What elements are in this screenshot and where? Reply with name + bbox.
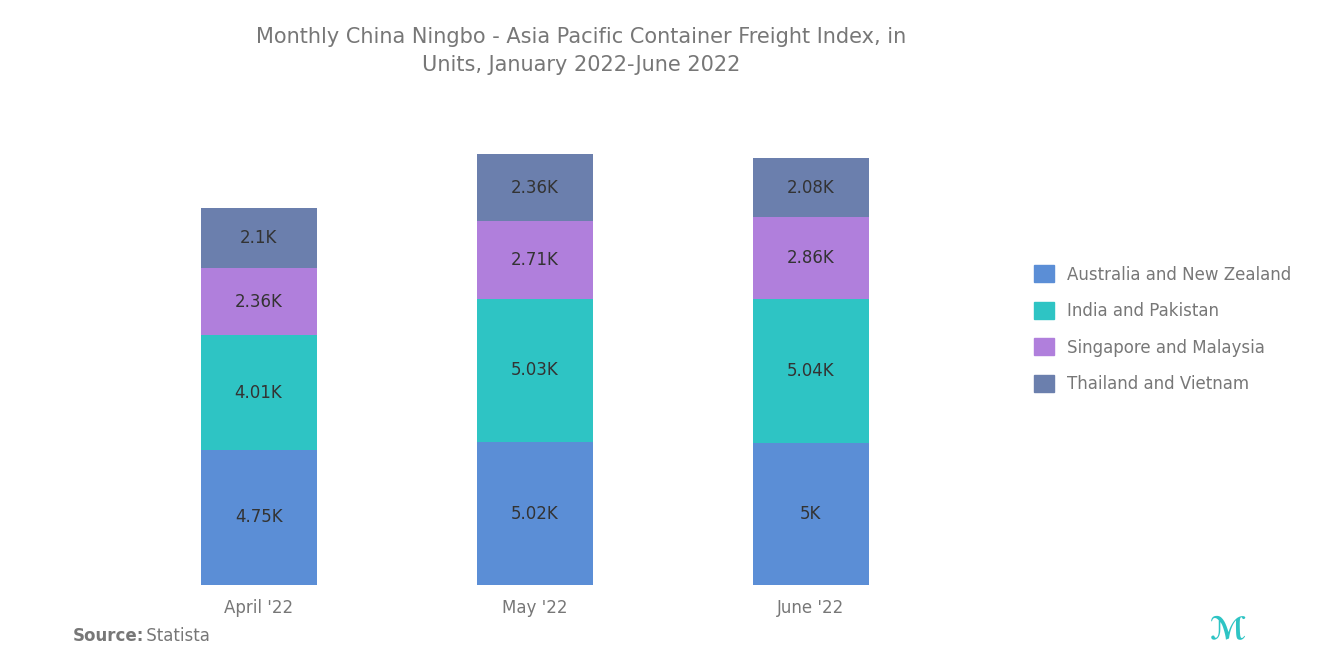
Text: 5.04K: 5.04K (787, 362, 834, 380)
Text: 5.02K: 5.02K (511, 505, 558, 523)
Bar (477, 221, 593, 299)
Bar (752, 299, 869, 443)
Text: 4.01K: 4.01K (235, 384, 282, 402)
Text: 2.86K: 2.86K (787, 249, 834, 267)
Bar (752, 158, 869, 217)
Bar (477, 299, 593, 442)
Text: ℳ: ℳ (1209, 616, 1246, 645)
Bar (201, 268, 317, 335)
Bar (477, 442, 593, 585)
Text: Statista: Statista (141, 627, 210, 645)
Text: Source:: Source: (73, 627, 144, 645)
Bar (201, 208, 317, 268)
Bar (752, 217, 869, 299)
Text: 2.71K: 2.71K (511, 251, 558, 269)
Legend: Australia and New Zealand, India and Pakistan, Singapore and Malaysia, Thailand : Australia and New Zealand, India and Pak… (1026, 257, 1300, 402)
Text: Monthly China Ningbo - Asia Pacific Container Freight Index, in
Units, January 2: Monthly China Ningbo - Asia Pacific Cont… (256, 27, 906, 74)
Text: 2.08K: 2.08K (787, 179, 834, 197)
Text: 2.1K: 2.1K (240, 229, 277, 247)
Bar (477, 154, 593, 221)
Text: 4.75K: 4.75K (235, 509, 282, 527)
Text: 2.36K: 2.36K (235, 293, 282, 311)
Bar (752, 443, 869, 585)
Text: 2.36K: 2.36K (511, 179, 558, 197)
Text: 5.03K: 5.03K (511, 361, 558, 380)
Text: 5K: 5K (800, 505, 821, 523)
Bar (201, 335, 317, 450)
Bar (201, 450, 317, 585)
